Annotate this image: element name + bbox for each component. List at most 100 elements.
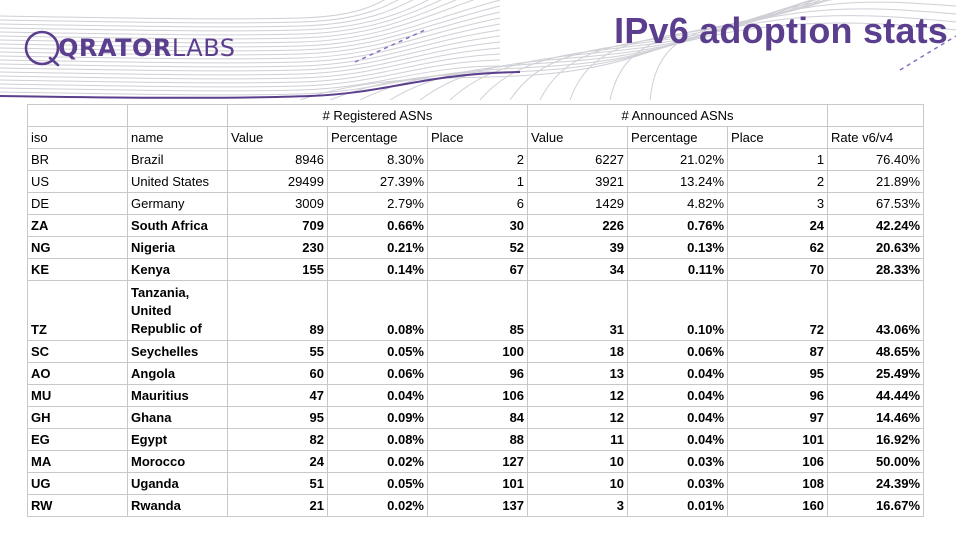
announced-percentage-cell: 0.01% bbox=[627, 494, 729, 517]
registered-value-cell: 24 bbox=[227, 450, 328, 473]
announced-percentage-cell: 0.04% bbox=[627, 428, 729, 451]
column-header-reg-percentage: Percentage bbox=[327, 126, 428, 149]
qrator-labs-logo: QRATORLABS bbox=[22, 28, 235, 68]
country-name-cell: Nigeria bbox=[127, 236, 228, 259]
iso-cell: US bbox=[27, 170, 128, 193]
header-wave-decoration bbox=[0, 0, 956, 100]
column-header-ann-percentage: Percentage bbox=[627, 126, 729, 149]
rate-v6-v4-cell: 50.00% bbox=[827, 450, 925, 473]
announced-place-cell: 2 bbox=[727, 170, 829, 193]
registered-place-cell: 100 bbox=[426, 340, 529, 363]
country-name-cell: Tanzania, United Republic of bbox=[127, 280, 228, 341]
logo-bold-text: QRATOR bbox=[58, 34, 172, 62]
table-row: ZA South Africa 709 0.66% 30 226 0.76% 24 42.24% bbox=[27, 214, 925, 237]
registered-percentage-cell: 0.21% bbox=[327, 236, 428, 259]
registered-place-cell: 137 bbox=[426, 494, 529, 517]
announced-percentage-cell: 0.04% bbox=[627, 406, 729, 429]
announced-percentage-cell: 0.04% bbox=[627, 384, 729, 407]
group-header-row: # Registered ASNs # Announced ASNs bbox=[27, 104, 925, 127]
announced-value-cell: 31 bbox=[527, 280, 629, 341]
iso-cell: ZA bbox=[27, 214, 128, 237]
announced-place-cell: 24 bbox=[727, 214, 829, 237]
announced-place-cell: 70 bbox=[727, 258, 829, 281]
announced-percentage-cell: 0.76% bbox=[627, 214, 729, 237]
announced-percentage-cell: 4.82% bbox=[627, 192, 729, 215]
registered-percentage-cell: 0.05% bbox=[327, 340, 428, 363]
rate-v6-v4-cell: 44.44% bbox=[827, 384, 925, 407]
registered-percentage-cell: 0.08% bbox=[327, 280, 428, 341]
registered-place-cell: 101 bbox=[426, 472, 529, 495]
registered-place-cell: 84 bbox=[426, 406, 529, 429]
announced-place-cell: 106 bbox=[727, 450, 829, 473]
registered-value-cell: 21 bbox=[227, 494, 328, 517]
table-row: MU Mauritius 47 0.04% 106 12 0.04% 96 44.44% bbox=[27, 384, 925, 407]
announced-place-cell: 1 bbox=[727, 148, 829, 171]
country-name-cell: Brazil bbox=[127, 148, 228, 171]
rate-v6-v4-cell: 16.92% bbox=[827, 428, 925, 451]
registered-percentage-cell: 8.30% bbox=[327, 148, 428, 171]
iso-cell: NG bbox=[27, 236, 128, 259]
qrator-ring-icon bbox=[24, 30, 60, 67]
logo-wordmark: QRATORLABS bbox=[58, 34, 235, 62]
announced-place-cell: 3 bbox=[727, 192, 829, 215]
registered-value-cell: 709 bbox=[227, 214, 328, 237]
registered-place-cell: 96 bbox=[426, 362, 529, 385]
logo-light-text: LABS bbox=[171, 34, 236, 62]
announced-percentage-cell: 13.24% bbox=[627, 170, 729, 193]
announced-percentage-cell: 0.06% bbox=[627, 340, 729, 363]
registered-asns-header: # Registered ASNs bbox=[226, 104, 529, 127]
rate-v6-v4-cell: 67.53% bbox=[827, 192, 925, 215]
registered-value-cell: 89 bbox=[227, 280, 328, 341]
table-row: US United States 29499 27.39% 1 3921 13.24% 2 21… bbox=[27, 170, 925, 193]
country-name-cell: Rwanda bbox=[127, 494, 228, 517]
announced-value-cell: 11 bbox=[527, 428, 629, 451]
rate-v6-v4-cell: 43.06% bbox=[827, 280, 925, 341]
rate-v6-v4-cell: 25.49% bbox=[827, 362, 925, 385]
announced-percentage-cell: 21.02% bbox=[627, 148, 729, 171]
registered-value-cell: 55 bbox=[227, 340, 328, 363]
rate-v6-v4-cell: 48.65% bbox=[827, 340, 925, 363]
column-header-iso: iso bbox=[27, 126, 128, 149]
slide-title: IPv6 adoption stats bbox=[614, 10, 948, 51]
registered-percentage-cell: 27.39% bbox=[327, 170, 428, 193]
registered-percentage-cell: 0.05% bbox=[327, 472, 428, 495]
ipv6-stats-table: # Registered ASNs # Announced ASNs iso n… bbox=[27, 104, 925, 517]
announced-place-cell: 97 bbox=[727, 406, 829, 429]
iso-cell: SC bbox=[27, 340, 128, 363]
announced-place-cell: 108 bbox=[727, 472, 829, 495]
registered-percentage-cell: 0.02% bbox=[327, 494, 428, 517]
iso-cell: MA bbox=[27, 450, 128, 473]
table-row: GH Ghana 95 0.09% 84 12 0.04% 97 14.46% bbox=[27, 406, 925, 429]
iso-cell: DE bbox=[27, 192, 128, 215]
announced-place-cell: 87 bbox=[727, 340, 829, 363]
registered-value-cell: 230 bbox=[227, 236, 328, 259]
registered-place-cell: 6 bbox=[426, 192, 529, 215]
header-blank-cell bbox=[827, 104, 925, 127]
announced-place-cell: 72 bbox=[727, 280, 829, 341]
country-name-cell: Seychelles bbox=[127, 340, 228, 363]
iso-cell: BR bbox=[27, 148, 128, 171]
column-header-reg-value: Value bbox=[227, 126, 328, 149]
announced-value-cell: 12 bbox=[527, 384, 629, 407]
iso-cell: AO bbox=[27, 362, 128, 385]
registered-percentage-cell: 0.06% bbox=[327, 362, 428, 385]
registered-place-cell: 67 bbox=[426, 258, 529, 281]
registered-value-cell: 47 bbox=[227, 384, 328, 407]
announced-value-cell: 10 bbox=[527, 450, 629, 473]
registered-percentage-cell: 0.04% bbox=[327, 384, 428, 407]
iso-cell: TZ bbox=[27, 280, 128, 341]
column-header-name: name bbox=[127, 126, 228, 149]
table-row: AO Angola 60 0.06% 96 13 0.04% 95 25.49% bbox=[27, 362, 925, 385]
registered-value-cell: 51 bbox=[227, 472, 328, 495]
table-row: EG Egypt 82 0.08% 88 11 0.04% 101 16.92% bbox=[27, 428, 925, 451]
table-row: DE Germany 3009 2.79% 6 1429 4.82% 3 67.53% bbox=[27, 192, 925, 215]
registered-value-cell: 82 bbox=[227, 428, 328, 451]
announced-asns-header: # Announced ASNs bbox=[527, 104, 829, 127]
rate-v6-v4-cell: 21.89% bbox=[827, 170, 925, 193]
country-name-cell: United States bbox=[127, 170, 228, 193]
announced-value-cell: 18 bbox=[527, 340, 629, 363]
registered-place-cell: 127 bbox=[426, 450, 529, 473]
registered-value-cell: 155 bbox=[227, 258, 328, 281]
table-row: NG Nigeria 230 0.21% 52 39 0.13% 62 20.63% bbox=[27, 236, 925, 259]
registered-value-cell: 29499 bbox=[227, 170, 328, 193]
